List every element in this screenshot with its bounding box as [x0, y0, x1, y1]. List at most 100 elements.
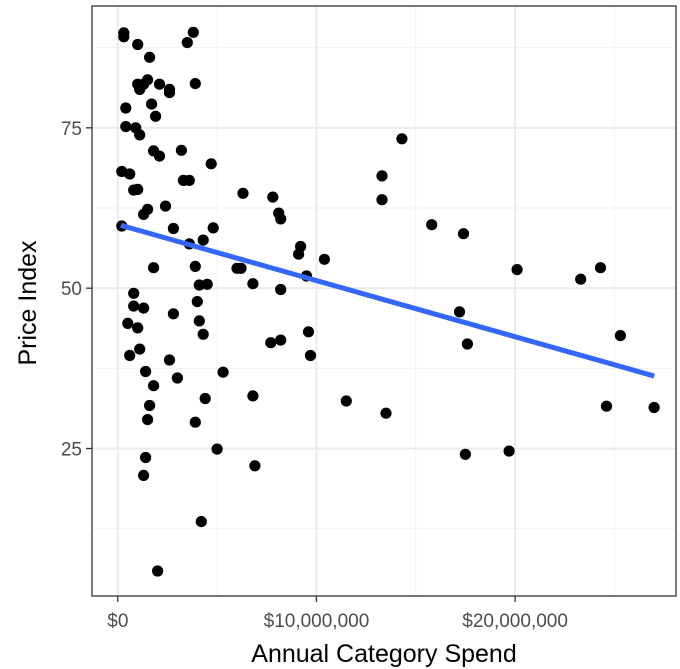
- data-point-65: [191, 296, 203, 308]
- data-point-91: [144, 399, 156, 412]
- data-point-57: [594, 262, 607, 274]
- data-point-80: [163, 354, 176, 366]
- data-point-60: [247, 278, 259, 290]
- data-point-40: [426, 219, 438, 231]
- data-point-92: [142, 414, 154, 426]
- data-point-90: [648, 401, 660, 414]
- grid-major-lines: [92, 6, 676, 596]
- data-point-33: [376, 194, 388, 206]
- data-point-62: [128, 287, 140, 299]
- data-point-49: [318, 253, 330, 265]
- data-point-68: [122, 317, 134, 329]
- data-point-16: [150, 110, 162, 122]
- data-point-30: [237, 187, 249, 199]
- x-tick-label-2: $20,000,000: [462, 611, 568, 632]
- data-point-100: [195, 516, 207, 528]
- data-point-9: [153, 78, 166, 90]
- data-point-70: [193, 315, 205, 327]
- data-point-44: [207, 222, 219, 234]
- data-point-55: [511, 264, 523, 276]
- data-point-11: [163, 87, 176, 99]
- data-point-53: [235, 262, 247, 274]
- data-point-14: [146, 98, 158, 110]
- data-point-3: [187, 26, 199, 38]
- data-point-66: [453, 306, 466, 318]
- y-tick-label-1: 50: [61, 279, 82, 300]
- data-point-69: [132, 322, 144, 334]
- data-point-43: [167, 222, 179, 235]
- x-tick-label-1: $10,000,000: [264, 611, 370, 632]
- data-point-89: [600, 400, 613, 412]
- y-tick-label-0: 25: [61, 440, 82, 461]
- data-point-29: [132, 183, 144, 195]
- data-point-51: [189, 260, 201, 272]
- data-point-37: [138, 208, 150, 220]
- data-point-94: [211, 443, 223, 455]
- data-points: [116, 26, 660, 577]
- data-point-97: [503, 445, 515, 457]
- data-point-50: [148, 262, 160, 274]
- data-point-2: [132, 38, 144, 51]
- data-point-31: [267, 191, 279, 203]
- data-point-95: [140, 451, 152, 464]
- x-axis-title: Annual Category Spend: [251, 640, 516, 668]
- y-axis-ticks: 25 50 75: [61, 119, 92, 461]
- data-point-41: [457, 228, 470, 240]
- data-point-17: [120, 121, 132, 133]
- y-tick-label-2: 75: [61, 119, 82, 140]
- data-point-84: [148, 380, 160, 392]
- data-point-15: [120, 102, 132, 114]
- data-point-71: [197, 328, 209, 340]
- data-point-98: [249, 460, 261, 472]
- data-point-61: [275, 283, 287, 296]
- data-point-59: [201, 278, 213, 290]
- data-point-81: [140, 365, 152, 378]
- data-point-19: [134, 129, 146, 141]
- data-point-75: [265, 337, 277, 349]
- data-point-1: [118, 31, 130, 43]
- data-point-23: [205, 158, 217, 170]
- data-point-77: [134, 343, 146, 355]
- data-point-12: [189, 78, 201, 90]
- data-point-22: [175, 144, 187, 156]
- data-point-85: [199, 392, 211, 405]
- data-point-93: [189, 416, 201, 428]
- data-point-76: [461, 338, 473, 350]
- x-axis-ticks: $0 $10,000,000 $20,000,000: [107, 596, 568, 632]
- data-point-78: [124, 349, 136, 362]
- data-point-73: [614, 330, 627, 342]
- panel-border: [91, 5, 677, 597]
- data-point-4: [181, 37, 193, 49]
- data-point-56: [575, 273, 587, 285]
- data-point-99: [138, 469, 150, 481]
- data-point-45: [197, 234, 209, 246]
- data-point-96: [459, 448, 471, 460]
- data-point-63: [128, 300, 140, 312]
- data-point-39: [275, 213, 287, 225]
- data-point-25: [124, 168, 136, 180]
- data-point-79: [304, 349, 317, 362]
- data-point-5: [144, 51, 156, 63]
- data-point-101: [152, 565, 164, 577]
- data-point-27: [183, 174, 195, 186]
- data-point-35: [159, 200, 172, 212]
- data-point-48: [293, 248, 305, 260]
- data-point-72: [302, 326, 315, 338]
- data-point-83: [171, 372, 183, 384]
- data-point-88: [380, 407, 392, 419]
- data-point-13: [134, 83, 146, 95]
- data-point-21: [153, 150, 166, 162]
- data-point-86: [247, 390, 259, 402]
- x-tick-label-0: $0: [107, 611, 128, 632]
- trend-line: [120, 222, 655, 379]
- data-point-87: [340, 395, 352, 407]
- data-point-67: [167, 308, 179, 320]
- data-point-64: [138, 302, 150, 314]
- data-point-74: [275, 334, 287, 346]
- data-point-34: [396, 133, 408, 145]
- data-point-32: [376, 170, 388, 182]
- y-axis-title: Price Index: [14, 240, 42, 366]
- data-point-82: [217, 366, 229, 378]
